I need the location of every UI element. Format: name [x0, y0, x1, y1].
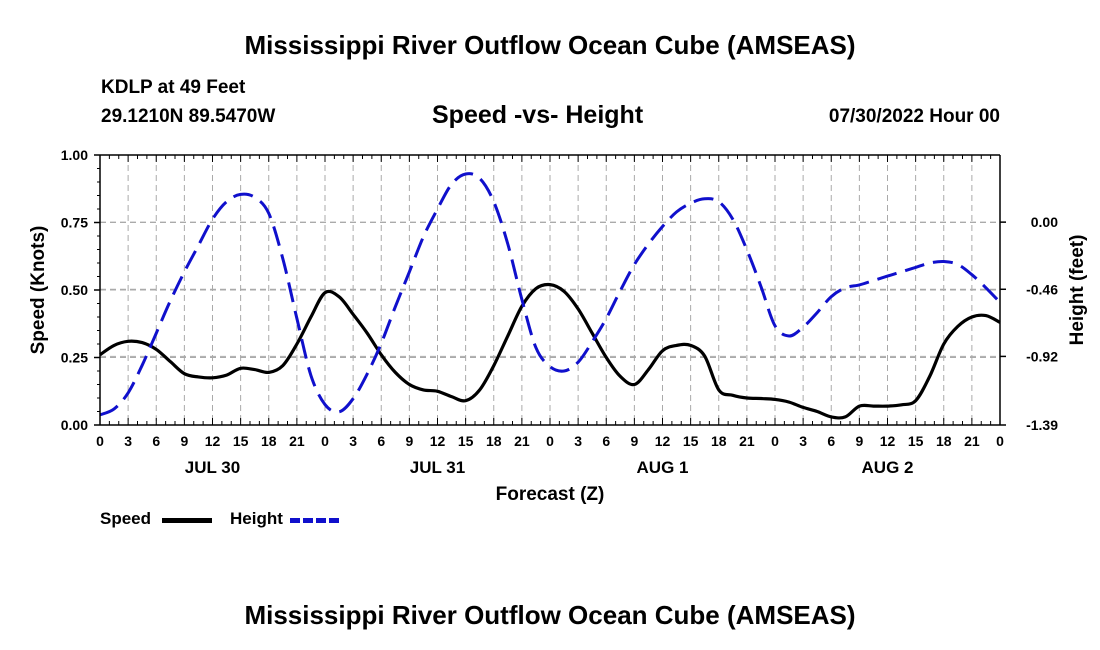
x-axis-tick-label: 0	[771, 433, 779, 449]
chart-title: Speed -vs- Height	[432, 101, 644, 129]
x-axis-tick-label: 3	[124, 433, 132, 449]
x-axis-tick-label: 9	[180, 433, 188, 449]
left-axis-tick-label: 0.50	[61, 282, 88, 298]
right-axis-tick-label: 0.00	[1031, 214, 1058, 230]
x-axis-date-label: AUG 1	[637, 458, 689, 477]
legend-speed-label: Speed	[100, 509, 152, 528]
speed-series-line	[99, 282, 1001, 420]
left-axis-tick-label: 1.00	[61, 147, 88, 163]
x-axis-tick-label: 15	[458, 433, 474, 449]
footer-title: Mississippi River Outflow Ocean Cube (AM…	[244, 600, 856, 630]
x-axis-tick-label: 0	[96, 433, 104, 449]
x-axis-date-label: AUG 2	[862, 458, 914, 477]
height-series-line	[99, 172, 1002, 417]
x-axis-title: Forecast (Z)	[496, 484, 605, 505]
x-axis-date-label: JUL 31	[410, 458, 465, 477]
legend-speed-swatch	[162, 518, 212, 523]
x-axis-tick-label: 18	[936, 433, 952, 449]
x-axis-tick-label: 9	[855, 433, 863, 449]
x-axis-tick-label: 12	[655, 433, 671, 449]
x-axis-tick-label: 0	[546, 433, 554, 449]
x-axis-tick-label: 6	[152, 433, 160, 449]
right-axis-tick-label: -0.92	[1026, 348, 1058, 364]
x-axis-tick-label: 21	[514, 433, 530, 449]
x-axis-tick-label: 0	[996, 433, 1004, 449]
left-axis-tick-label: 0.00	[61, 417, 88, 433]
left-axis-tick-label: 0.75	[61, 215, 88, 231]
forecast-datetime: 07/30/2022 Hour 00	[828, 106, 1000, 127]
x-axis-tick-label: 21	[964, 433, 980, 449]
x-axis-tick-label: 9	[630, 433, 638, 449]
x-axis-tick-label: 21	[289, 433, 305, 449]
station-label: KDLP at 49 Feet	[101, 77, 246, 98]
x-axis-tick-label: 6	[377, 433, 385, 449]
x-axis-tick-label: 21	[739, 433, 755, 449]
x-axis-tick-label: 18	[261, 433, 277, 449]
x-axis-tick-label: 3	[799, 433, 807, 449]
x-axis-tick-label: 9	[405, 433, 413, 449]
station-coordinates: 29.1210N 89.5470W	[101, 106, 276, 127]
right-axis-tick-label: -0.46	[1026, 281, 1058, 297]
x-axis-tick-label: 18	[711, 433, 727, 449]
x-axis-date-label: JUL 30	[185, 458, 240, 477]
left-axis-tick-label: 0.25	[61, 350, 88, 366]
legend-height-label: Height	[230, 509, 283, 528]
x-axis-tick-label: 12	[430, 433, 446, 449]
x-axis-tick-label: 15	[683, 433, 699, 449]
right-axis-tick-label: -1.39	[1026, 417, 1058, 433]
right-axis-title: Height (feet)	[1067, 235, 1088, 346]
x-axis-tick-label: 18	[486, 433, 502, 449]
x-axis-tick-label: 6	[827, 433, 835, 449]
x-axis-tick-label: 6	[602, 433, 610, 449]
x-axis-tick-label: 12	[205, 433, 221, 449]
x-axis-tick-label: 3	[349, 433, 357, 449]
main-title: Mississippi River Outflow Ocean Cube (AM…	[244, 30, 856, 60]
x-axis-tick-label: 15	[908, 433, 924, 449]
x-axis-tick-label: 12	[880, 433, 896, 449]
x-axis-tick-label: 3	[574, 433, 582, 449]
legend-height-swatch	[290, 518, 342, 523]
x-axis-tick-label: 0	[321, 433, 329, 449]
x-axis-tick-label: 15	[233, 433, 249, 449]
left-axis-title: Speed (Knots)	[28, 226, 49, 355]
